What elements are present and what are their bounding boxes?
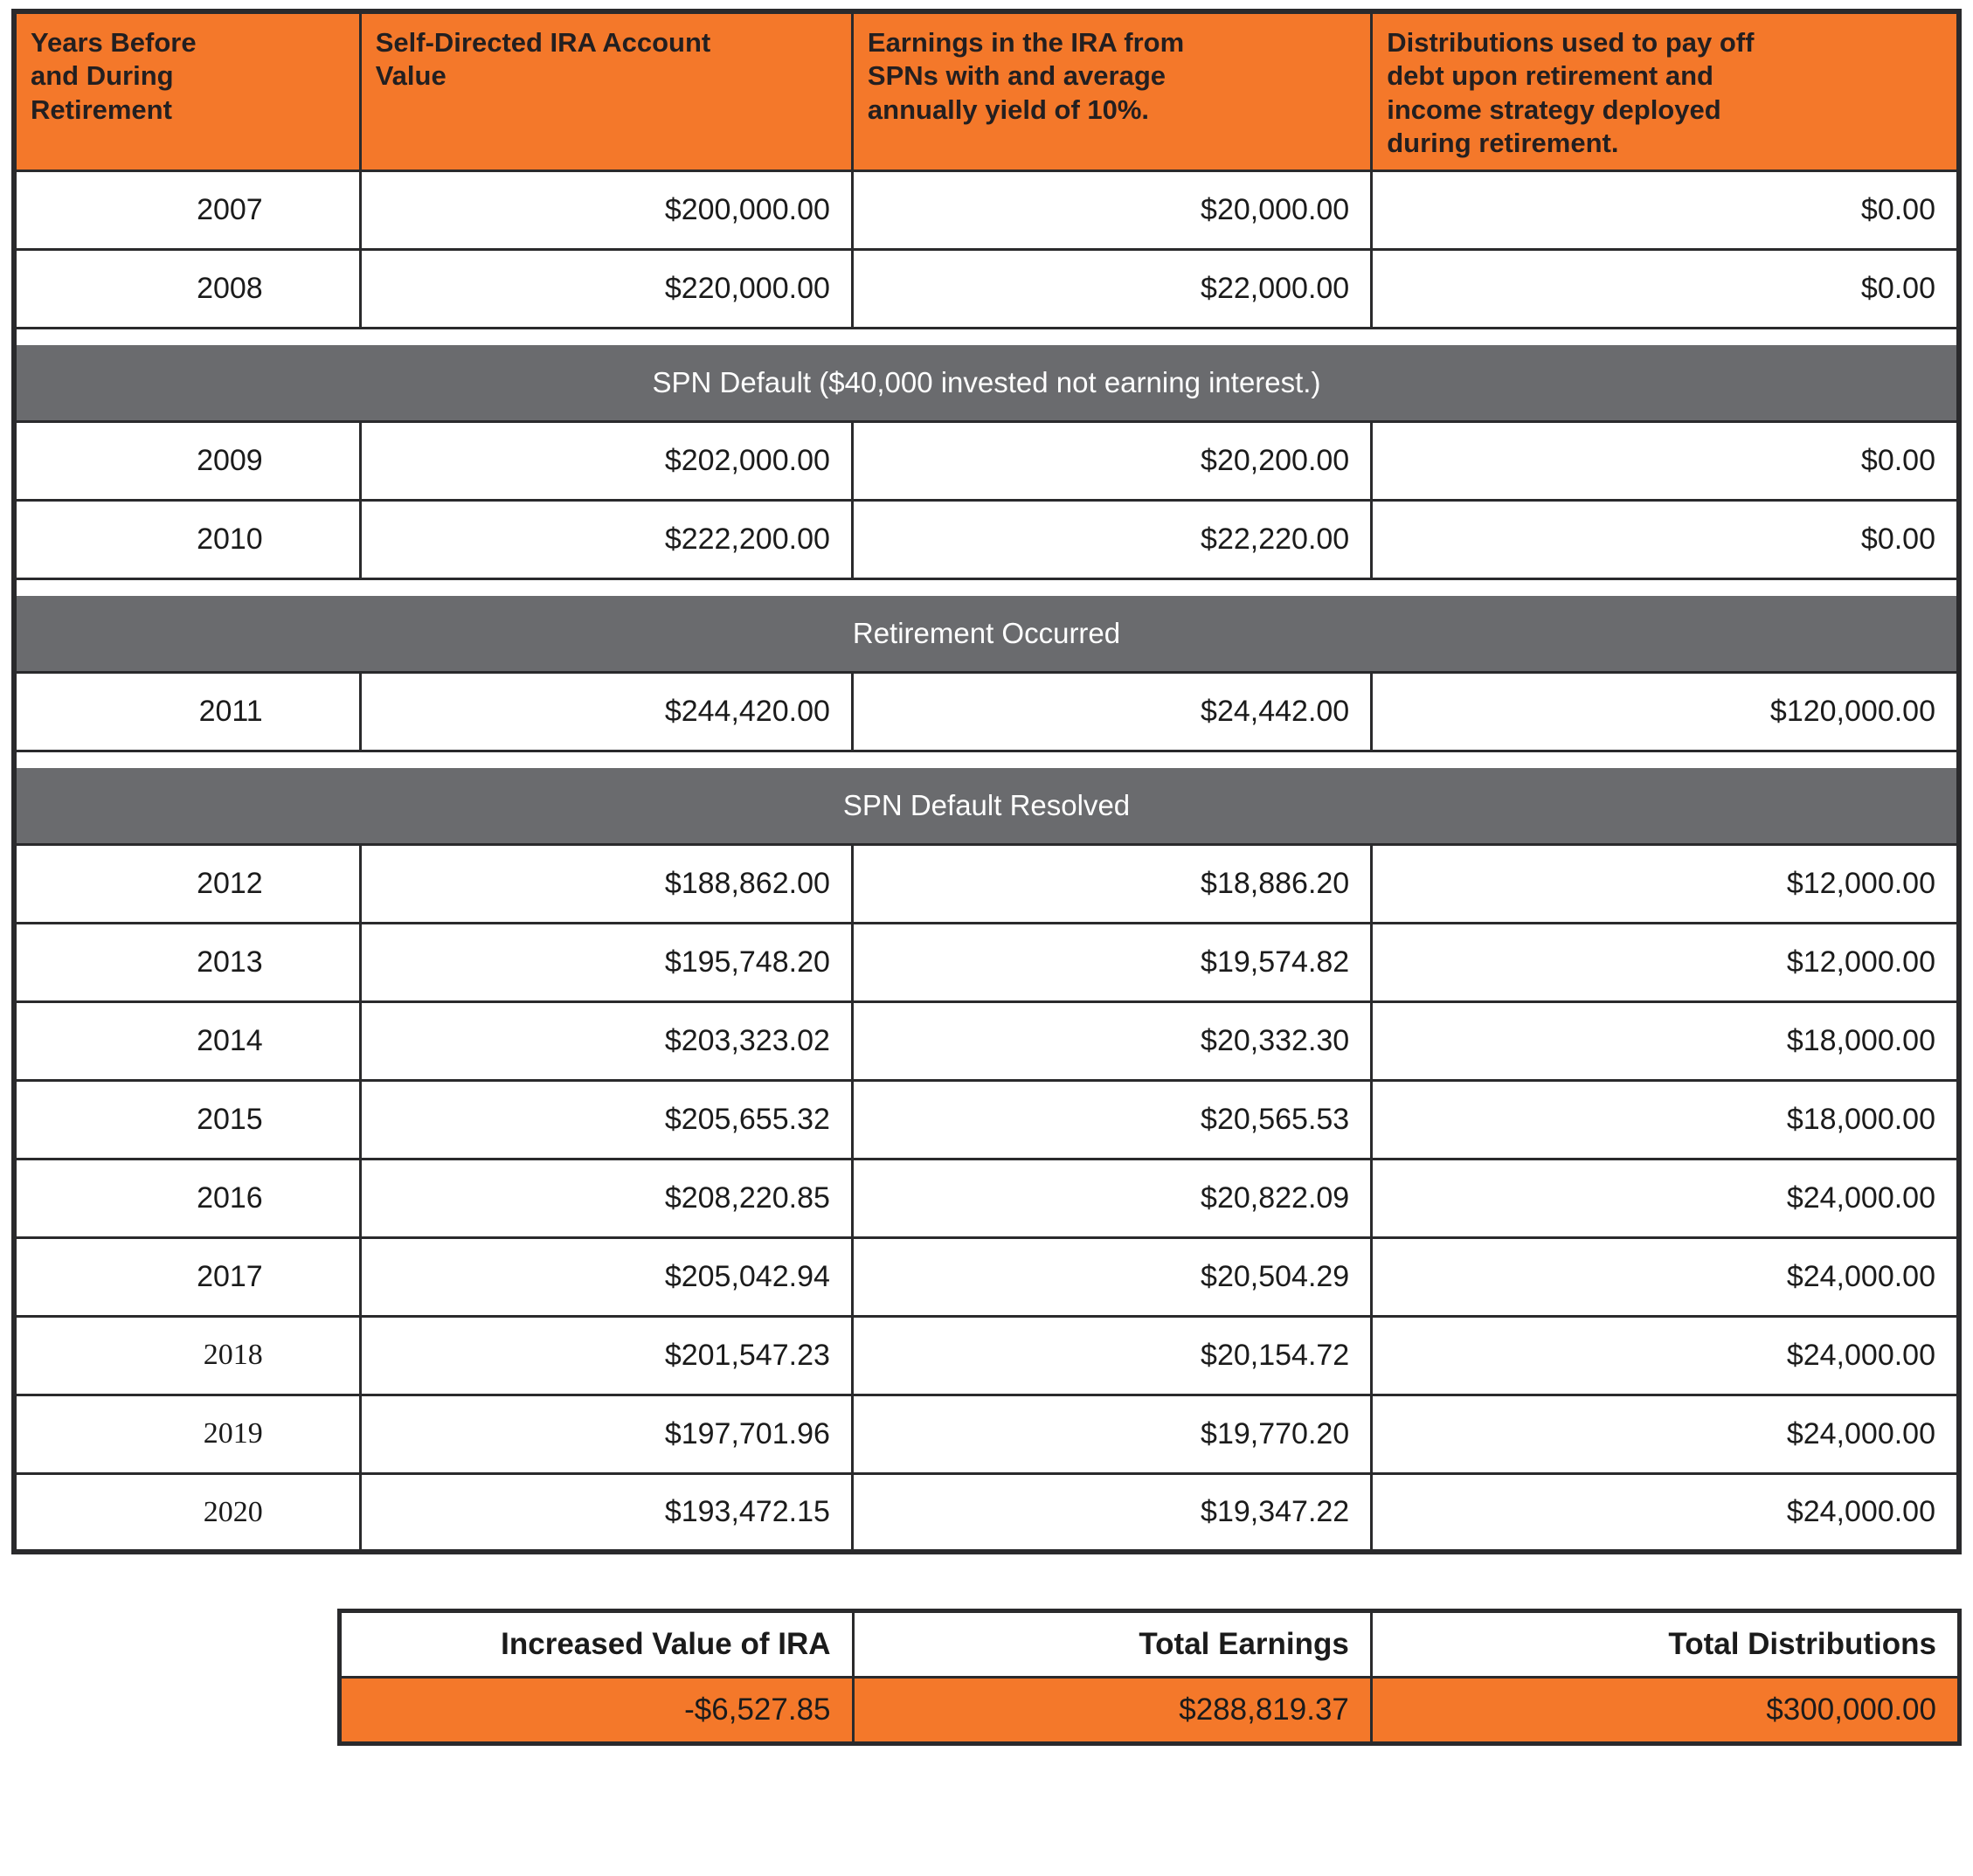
section-banner-row: SPN Default ($40,000 invested not earnin… [12, 326, 1961, 423]
account-value-cell: $202,000.00 [358, 419, 854, 502]
year-cell: 2009 [12, 419, 362, 502]
account-value-cell: $188,862.00 [358, 842, 854, 924]
year-cell: 2010 [12, 498, 362, 580]
year-cell: 2017 [12, 1236, 362, 1318]
header-distributions-column: Distributions used to pay off debt upon … [1370, 10, 1961, 172]
year-row-2011: 2011 $244,420.00 $24,442.00 $120,000.00 [12, 670, 1961, 752]
year-cell: 2020 [12, 1471, 362, 1554]
distributions-cell: $0.00 [1370, 498, 1961, 580]
year-row-2020: 2020 $193,472.15 $19,347.22 $24,000.00 [12, 1471, 1961, 1554]
year-cell: 2016 [12, 1157, 362, 1239]
year-row-2017: 2017 $205,042.94 $20,504.29 $24,000.00 [12, 1236, 1961, 1318]
account-value-cell: $195,748.20 [358, 921, 854, 1003]
year-row-2013: 2013 $195,748.20 $19,574.82 $12,000.00 [12, 921, 1961, 1003]
distributions-cell: $18,000.00 [1370, 1000, 1961, 1082]
year-cell: 2014 [12, 1000, 362, 1082]
earnings-cell: $20,504.29 [850, 1236, 1374, 1318]
earnings-cell: $22,000.00 [850, 247, 1374, 329]
ira-projection-table: Years Before and During Retirement Self-… [11, 9, 1962, 1555]
earnings-cell: $20,154.72 [850, 1314, 1374, 1396]
section-banner-cell: Retirement Occurred [12, 577, 1961, 674]
year-row-2019: 2019 $197,701.96 $19,770.20 $24,000.00 [12, 1393, 1961, 1475]
account-value-cell: $193,472.15 [358, 1471, 854, 1554]
header-account-value-column: Self-Directed IRA Account Value [358, 10, 854, 172]
year-row-2009: 2009 $202,000.00 $20,200.00 $0.00 [12, 419, 1961, 502]
year-row-2008: 2008 $220,000.00 $22,000.00 $0.00 [12, 247, 1961, 329]
main-header-row: Years Before and During Retirement Self-… [12, 10, 1961, 172]
account-value-cell: $197,701.96 [358, 1393, 854, 1475]
section-banner-row: Retirement Occurred [12, 577, 1961, 674]
earnings-cell: $20,000.00 [850, 169, 1374, 251]
account-value-cell: $244,420.00 [358, 670, 854, 752]
distributions-cell: $18,000.00 [1370, 1078, 1961, 1160]
summary-header-increased-value: Increased Value of IRA [337, 1609, 855, 1679]
account-value-cell: $200,000.00 [358, 169, 854, 251]
year-cell: 2012 [12, 842, 362, 924]
year-row-2014: 2014 $203,323.02 $20,332.30 $18,000.00 [12, 1000, 1961, 1082]
header-years-column: Years Before and During Retirement [12, 10, 362, 172]
earnings-cell: $20,200.00 [850, 419, 1374, 502]
distributions-cell: $0.00 [1370, 247, 1961, 329]
summary-header-total-distributions: Total Distributions [1369, 1609, 1961, 1679]
account-value-cell: $205,042.94 [358, 1236, 854, 1318]
account-value-cell: $208,220.85 [358, 1157, 854, 1239]
summary-value-total-distributions: $300,000.00 [1369, 1676, 1961, 1746]
year-cell: 2018 [12, 1314, 362, 1396]
summary-header-row: Increased Value of IRA Total Earnings To… [337, 1609, 1961, 1679]
earnings-cell: $19,347.22 [850, 1471, 1374, 1554]
distributions-cell: $0.00 [1370, 169, 1961, 251]
distributions-cell: $0.00 [1370, 419, 1961, 502]
earnings-cell: $24,442.00 [850, 670, 1374, 752]
account-value-cell: $220,000.00 [358, 247, 854, 329]
summary-header-total-earnings: Total Earnings [851, 1609, 1373, 1679]
account-value-cell: $222,200.00 [358, 498, 854, 580]
header-earnings-column: Earnings in the IRA from SPNs with and a… [850, 10, 1374, 172]
earnings-cell: $20,565.53 [850, 1078, 1374, 1160]
earnings-cell: $19,770.20 [850, 1393, 1374, 1475]
year-cell: 2015 [12, 1078, 362, 1160]
section-banner-label: SPN Default ($40,000 invested not earnin… [17, 344, 1956, 420]
distributions-cell: $12,000.00 [1370, 842, 1961, 924]
section-banner-label: SPN Default Resolved [17, 767, 1956, 843]
year-row-2012: 2012 $188,862.00 $18,886.20 $12,000.00 [12, 842, 1961, 924]
summary-value-increased-value: -$6,527.85 [337, 1676, 855, 1746]
earnings-cell: $20,822.09 [850, 1157, 1374, 1239]
year-row-2016: 2016 $208,220.85 $20,822.09 $24,000.00 [12, 1157, 1961, 1239]
section-banner-label: Retirement Occurred [17, 595, 1956, 671]
section-banner-cell: SPN Default Resolved [12, 749, 1961, 846]
distributions-cell: $24,000.00 [1370, 1471, 1961, 1554]
year-row-2010: 2010 $222,200.00 $22,220.00 $0.00 [12, 498, 1961, 580]
account-value-cell: $203,323.02 [358, 1000, 854, 1082]
earnings-cell: $20,332.30 [850, 1000, 1374, 1082]
year-row-2015: 2015 $205,655.32 $20,565.53 $18,000.00 [12, 1078, 1961, 1160]
summary-values-row: -$6,527.85 $288,819.37 $300,000.00 [337, 1676, 1961, 1746]
year-cell: 2008 [12, 247, 362, 329]
summary-value-total-earnings: $288,819.37 [851, 1676, 1373, 1746]
earnings-cell: $18,886.20 [850, 842, 1374, 924]
distributions-cell: $24,000.00 [1370, 1314, 1961, 1396]
page: Years Before and During Retirement Self-… [11, 9, 1962, 1747]
year-cell: 2013 [12, 921, 362, 1003]
distributions-cell: $12,000.00 [1370, 921, 1961, 1003]
summary-table: Increased Value of IRA Total Earnings To… [336, 1609, 1962, 1747]
earnings-cell: $19,574.82 [850, 921, 1374, 1003]
earnings-cell: $22,220.00 [850, 498, 1374, 580]
year-cell: 2011 [12, 670, 362, 752]
year-cell: 2007 [12, 169, 362, 251]
distributions-cell: $24,000.00 [1370, 1157, 1961, 1239]
distributions-cell: $24,000.00 [1370, 1236, 1961, 1318]
year-cell: 2019 [12, 1393, 362, 1475]
year-row-2018: 2018 $201,547.23 $20,154.72 $24,000.00 [12, 1314, 1961, 1396]
section-banner-row: SPN Default Resolved [12, 749, 1961, 846]
year-row-2007: 2007 $200,000.00 $20,000.00 $0.00 [12, 169, 1961, 251]
account-value-cell: $201,547.23 [358, 1314, 854, 1396]
distributions-cell: $24,000.00 [1370, 1393, 1961, 1475]
distributions-cell: $120,000.00 [1370, 670, 1961, 752]
section-banner-cell: SPN Default ($40,000 invested not earnin… [12, 326, 1961, 423]
table-body: 2007 $200,000.00 $20,000.00 $0.00 2008 $220,0… [12, 169, 1961, 1554]
account-value-cell: $205,655.32 [358, 1078, 854, 1160]
